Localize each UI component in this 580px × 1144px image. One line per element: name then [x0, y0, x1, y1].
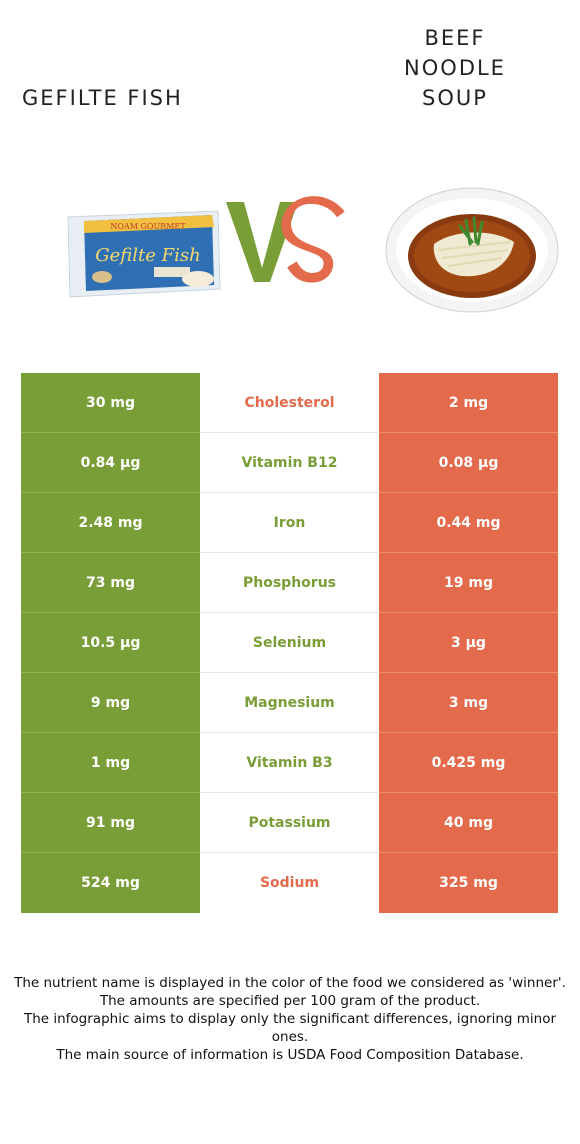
- left-value-cell: 30 mg: [21, 373, 200, 433]
- left-value-cell: 1 mg: [21, 733, 200, 793]
- left-value-cell: 91 mg: [21, 793, 200, 853]
- left-value-cell: 73 mg: [21, 553, 200, 613]
- table-row: 524 mg Sodium 325 mg: [21, 853, 558, 913]
- table-row: 1 mg Vitamin B3 0.425 mg: [21, 733, 558, 793]
- footer-line-source: The main source of information is USDA F…: [56, 1047, 524, 1063]
- vs-graphic: [226, 196, 345, 283]
- footer-line-winner: The nutrient name is displayed in the co…: [14, 975, 566, 991]
- table-row: 30 mg Cholesterol 2 mg: [21, 373, 558, 433]
- nutrient-name-cell: Vitamin B3: [200, 733, 379, 793]
- right-food-title: Beef noodle soup: [404, 26, 506, 110]
- footer-line-aims: The infographic aims to display only the…: [23, 1011, 557, 1045]
- right-value-cell: 3 mg: [379, 673, 558, 733]
- svg-text:Gefilte Fish: Gefilte Fish: [95, 245, 200, 266]
- nutrient-name-cell: Sodium: [200, 853, 379, 913]
- table-row: 73 mg Phosphorus 19 mg: [21, 553, 558, 613]
- left-food-title: Gefilte fish: [22, 86, 183, 110]
- right-value-cell: 19 mg: [379, 553, 558, 613]
- right-value-cell: 0.08 µg: [379, 433, 558, 493]
- right-value-cell: 0.44 mg: [379, 493, 558, 553]
- nutrient-name-cell: Magnesium: [200, 673, 379, 733]
- beef-noodle-soup-image: [385, 187, 559, 313]
- table-row: 10.5 µg Selenium 3 µg: [21, 613, 558, 673]
- nutrient-name-cell: Phosphorus: [200, 553, 379, 613]
- table-row: 0.84 µg Vitamin B12 0.08 µg: [21, 433, 558, 493]
- footer-line-amounts: The amounts are specified per 100 gram o…: [99, 993, 481, 1009]
- left-value-cell: 10.5 µg: [21, 613, 200, 673]
- table-row: 2.48 mg Iron 0.44 mg: [21, 493, 558, 553]
- gefilte-fish-image: NOAM GOURMET Gefilte Fish: [67, 210, 221, 298]
- left-value-cell: 9 mg: [21, 673, 200, 733]
- left-value-cell: 0.84 µg: [21, 433, 200, 493]
- right-value-cell: 2 mg: [379, 373, 558, 433]
- right-value-cell: 0.425 mg: [379, 733, 558, 793]
- right-value-cell: 40 mg: [379, 793, 558, 853]
- svg-text:NOAM GOURMET: NOAM GOURMET: [110, 222, 186, 231]
- comparison-table: 30 mg Cholesterol 2 mg 0.84 µg Vitamin B12 0.…: [21, 373, 558, 913]
- right-value-cell: 325 mg: [379, 853, 558, 913]
- nutrient-name-cell: Cholesterol: [200, 373, 379, 433]
- right-value-cell: 3 µg: [379, 613, 558, 673]
- nutrient-name-cell: Potassium: [200, 793, 379, 853]
- table-row: 91 mg Potassium 40 mg: [21, 793, 558, 853]
- nutrient-name-cell: Vitamin B12: [200, 433, 379, 493]
- nutrient-name-cell: Selenium: [200, 613, 379, 673]
- table-row: 9 mg Magnesium 3 mg: [21, 673, 558, 733]
- left-value-cell: 2.48 mg: [21, 493, 200, 553]
- nutrient-name-cell: Iron: [200, 493, 379, 553]
- footer-notes: The nutrient name is displayed in the co…: [10, 974, 570, 1064]
- left-value-cell: 524 mg: [21, 853, 200, 913]
